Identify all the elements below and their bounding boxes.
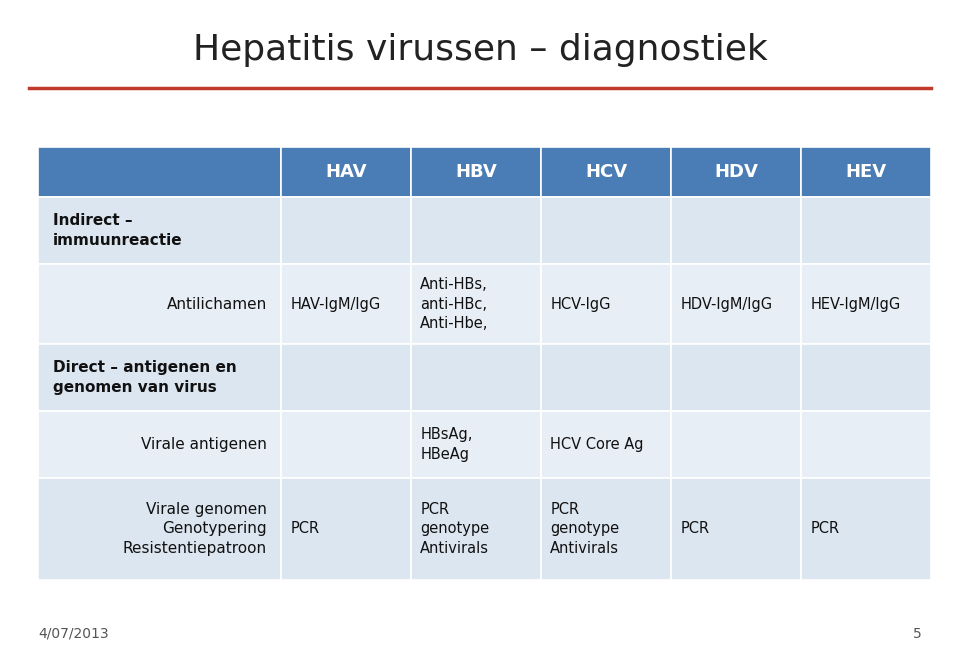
Text: Hepatitis virussen – diagnostiek: Hepatitis virussen – diagnostiek: [193, 33, 767, 67]
Text: PCR
genotype
Antivirals: PCR genotype Antivirals: [420, 502, 490, 556]
Text: PCR: PCR: [810, 521, 839, 536]
Text: HDV: HDV: [714, 163, 758, 181]
Text: HAV: HAV: [325, 163, 367, 181]
Bar: [411, 478, 541, 580]
Bar: [281, 411, 411, 478]
Bar: [411, 197, 541, 264]
Text: HBV: HBV: [455, 163, 497, 181]
Text: 5: 5: [913, 627, 922, 641]
Bar: [541, 478, 671, 580]
Bar: [671, 478, 802, 580]
Bar: [671, 344, 802, 411]
Bar: [802, 264, 931, 344]
Bar: [281, 478, 411, 580]
Bar: [38, 147, 281, 197]
Bar: [671, 147, 802, 197]
Bar: [411, 411, 541, 478]
Bar: [281, 147, 411, 197]
Text: 4/07/2013: 4/07/2013: [38, 627, 109, 641]
Bar: [38, 411, 281, 478]
Text: Virale antigenen: Virale antigenen: [141, 437, 267, 452]
Text: PCR
genotype
Antivirals: PCR genotype Antivirals: [550, 502, 619, 556]
Bar: [411, 264, 541, 344]
Bar: [671, 197, 802, 264]
Bar: [671, 264, 802, 344]
Bar: [38, 264, 281, 344]
Text: HEV: HEV: [846, 163, 887, 181]
Text: HBsAg,
HBeAg: HBsAg, HBeAg: [420, 427, 472, 462]
Bar: [802, 478, 931, 580]
Bar: [802, 411, 931, 478]
Text: PCR: PCR: [290, 521, 320, 536]
Bar: [671, 411, 802, 478]
Bar: [541, 344, 671, 411]
Bar: [802, 197, 931, 264]
Bar: [38, 344, 281, 411]
Text: PCR: PCR: [681, 521, 709, 536]
Text: HAV-IgM/IgG: HAV-IgM/IgG: [290, 297, 380, 312]
Bar: [541, 411, 671, 478]
Bar: [281, 197, 411, 264]
Bar: [802, 147, 931, 197]
Bar: [541, 197, 671, 264]
Bar: [411, 147, 541, 197]
Text: Virale genomen
Genotypering
Resistentiepatroon: Virale genomen Genotypering Resistentiep…: [123, 502, 267, 556]
Bar: [541, 264, 671, 344]
Text: HCV-IgG: HCV-IgG: [550, 297, 611, 312]
Text: HDV-IgM/IgG: HDV-IgM/IgG: [681, 297, 773, 312]
Text: Indirect –
immuunreactie: Indirect – immuunreactie: [53, 213, 182, 248]
Text: Direct – antigenen en
genomen van virus: Direct – antigenen en genomen van virus: [53, 360, 237, 395]
Bar: [38, 478, 281, 580]
Bar: [281, 264, 411, 344]
Text: Antilichamen: Antilichamen: [166, 297, 267, 312]
Bar: [411, 344, 541, 411]
Bar: [541, 147, 671, 197]
Bar: [281, 344, 411, 411]
Text: Anti-HBs,
anti-HBc,
Anti-Hbe,: Anti-HBs, anti-HBc, Anti-Hbe,: [420, 277, 489, 331]
Text: HEV-IgM/IgG: HEV-IgM/IgG: [810, 297, 900, 312]
Bar: [802, 344, 931, 411]
Text: HCV: HCV: [586, 163, 627, 181]
Bar: [38, 197, 281, 264]
Text: HCV Core Ag: HCV Core Ag: [550, 437, 644, 452]
